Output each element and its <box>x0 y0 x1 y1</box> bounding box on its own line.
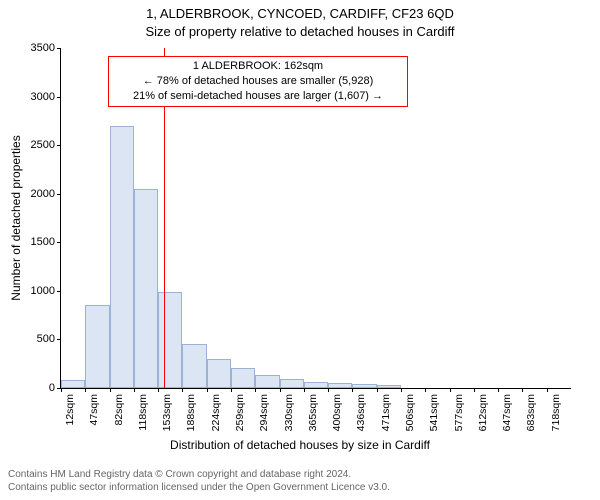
histogram-bar <box>255 375 279 388</box>
xtick-mark <box>547 388 548 392</box>
histogram-bar <box>134 189 158 388</box>
xtick-mark <box>231 388 232 392</box>
xtick-label: 683sqm <box>525 394 537 431</box>
xtick-mark <box>182 388 183 392</box>
xtick-mark <box>352 388 353 392</box>
xtick-label: 506sqm <box>404 394 416 431</box>
xtick-mark <box>425 388 426 392</box>
histogram-bar <box>231 368 255 388</box>
reference-annotation: 1 ALDERBROOK: 162sqm← 78% of detached ho… <box>108 56 408 107</box>
xtick-label: 400sqm <box>331 394 343 431</box>
xtick-mark <box>134 388 135 392</box>
xtick-label: 188sqm <box>185 394 197 431</box>
xtick-mark <box>304 388 305 392</box>
histogram-bar <box>352 384 376 388</box>
xtick-label: 47sqm <box>88 394 100 426</box>
xtick-mark <box>450 388 451 392</box>
ytick-label: 3500 <box>31 42 61 54</box>
footer-line-2: Contains public sector information licen… <box>8 482 390 495</box>
xtick-label: 153sqm <box>161 394 173 431</box>
ytick-label: 2500 <box>31 139 61 151</box>
xtick-mark <box>85 388 86 392</box>
ytick-label: 1500 <box>31 236 61 248</box>
xtick-label: 718sqm <box>550 394 562 431</box>
xtick-mark <box>328 388 329 392</box>
xtick-mark <box>498 388 499 392</box>
histogram-bar <box>280 379 304 388</box>
xtick-mark <box>158 388 159 392</box>
histogram-bar <box>110 126 134 388</box>
xtick-label: 294sqm <box>258 394 270 431</box>
xtick-mark <box>61 388 62 392</box>
xtick-mark <box>280 388 281 392</box>
histogram-bar <box>158 292 182 388</box>
xtick-label: 224sqm <box>210 394 222 431</box>
chart-title: 1, ALDERBROOK, CYNCOED, CARDIFF, CF23 6Q… <box>0 6 600 21</box>
xtick-mark <box>377 388 378 392</box>
histogram-bar <box>304 382 328 388</box>
annotation-line: 21% of semi-detached houses are larger (… <box>115 89 401 104</box>
xtick-mark <box>110 388 111 392</box>
ytick-label: 500 <box>37 333 61 345</box>
xtick-mark <box>255 388 256 392</box>
xtick-label: 12sqm <box>64 394 76 426</box>
annotation-line: 1 ALDERBROOK: 162sqm <box>115 59 401 74</box>
xtick-label: 365sqm <box>307 394 319 431</box>
attribution-footer: Contains HM Land Registry data © Crown c… <box>8 469 390 494</box>
xtick-mark <box>207 388 208 392</box>
x-axis-label: Distribution of detached houses by size … <box>0 438 600 452</box>
xtick-label: 647sqm <box>501 394 513 431</box>
xtick-label: 577sqm <box>453 394 465 431</box>
histogram-bar <box>207 359 231 388</box>
xtick-label: 82sqm <box>113 394 125 426</box>
ytick-label: 2000 <box>31 188 61 200</box>
xtick-label: 436sqm <box>355 394 367 431</box>
xtick-mark <box>474 388 475 392</box>
chart-subtitle: Size of property relative to detached ho… <box>0 24 600 39</box>
histogram-bar <box>182 344 206 388</box>
xtick-label: 471sqm <box>380 394 392 431</box>
xtick-mark <box>401 388 402 392</box>
ytick-label: 0 <box>49 382 61 394</box>
ytick-label: 1000 <box>31 285 61 297</box>
footer-line-1: Contains HM Land Registry data © Crown c… <box>8 469 390 482</box>
y-axis-label: Number of detached properties <box>9 135 23 300</box>
histogram-bar <box>85 305 109 388</box>
xtick-label: 541sqm <box>428 394 440 431</box>
histogram-bar <box>377 385 401 388</box>
xtick-label: 259sqm <box>234 394 246 431</box>
xtick-label: 118sqm <box>137 394 149 431</box>
xtick-mark <box>522 388 523 392</box>
annotation-line: ← 78% of detached houses are smaller (5,… <box>115 74 401 89</box>
histogram-bar <box>328 383 352 388</box>
xtick-label: 612sqm <box>477 394 489 431</box>
xtick-label: 330sqm <box>283 394 295 431</box>
ytick-label: 3000 <box>31 91 61 103</box>
histogram-bar <box>61 380 85 388</box>
